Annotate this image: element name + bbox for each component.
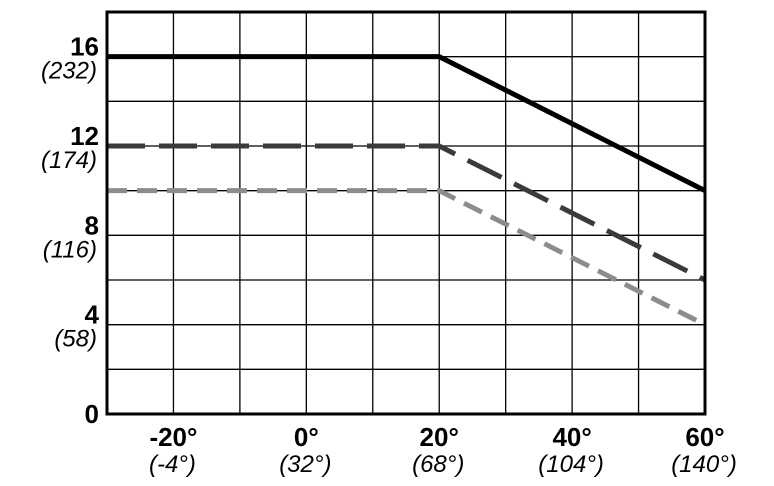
- series-line-long-dash: [107, 143, 707, 283]
- x-axis-tick-labels: -20°(-4°) 0°(32°) 20°(68°) 40°(104°) 60°(140…: [149, 422, 737, 478]
- series-line-short-dash: [107, 188, 707, 327]
- x-tick-label: 0°: [294, 422, 319, 452]
- y-tick-label: 4: [85, 300, 100, 330]
- y-tick-sublabel: (116): [43, 236, 97, 263]
- grid: [107, 12, 705, 414]
- y-tick-sublabel: (58): [54, 326, 97, 353]
- series-line-solid: [107, 54, 707, 193]
- y-tick-label: 12: [70, 121, 99, 151]
- x-tick-sublabel: (104°): [538, 451, 604, 478]
- plot-frame: [105, 10, 707, 416]
- series-lines: [107, 54, 707, 327]
- x-tick-label: -20°: [149, 422, 197, 452]
- x-tick-label: 60°: [685, 422, 724, 452]
- y-tick-label: 8: [85, 210, 99, 240]
- x-tick-sublabel: (68°): [412, 451, 464, 478]
- x-tick-sublabel: (-4°): [149, 451, 196, 478]
- y-tick-label: 16: [70, 32, 99, 62]
- y-tick-sublabel: (232): [41, 58, 97, 85]
- x-tick-sublabel: (32°): [279, 451, 331, 478]
- y-axis-tick-labels: 0 4(58) 8(116) 12(174) 16(232): [41, 32, 100, 429]
- y-tick-label: 0: [85, 399, 99, 429]
- x-tick-label: 40°: [552, 422, 591, 452]
- x-tick-sublabel: (140°): [671, 451, 737, 478]
- plot-border: [105, 10, 707, 416]
- y-tick-sublabel: (174): [41, 147, 97, 174]
- x-tick-label: 20°: [420, 422, 459, 452]
